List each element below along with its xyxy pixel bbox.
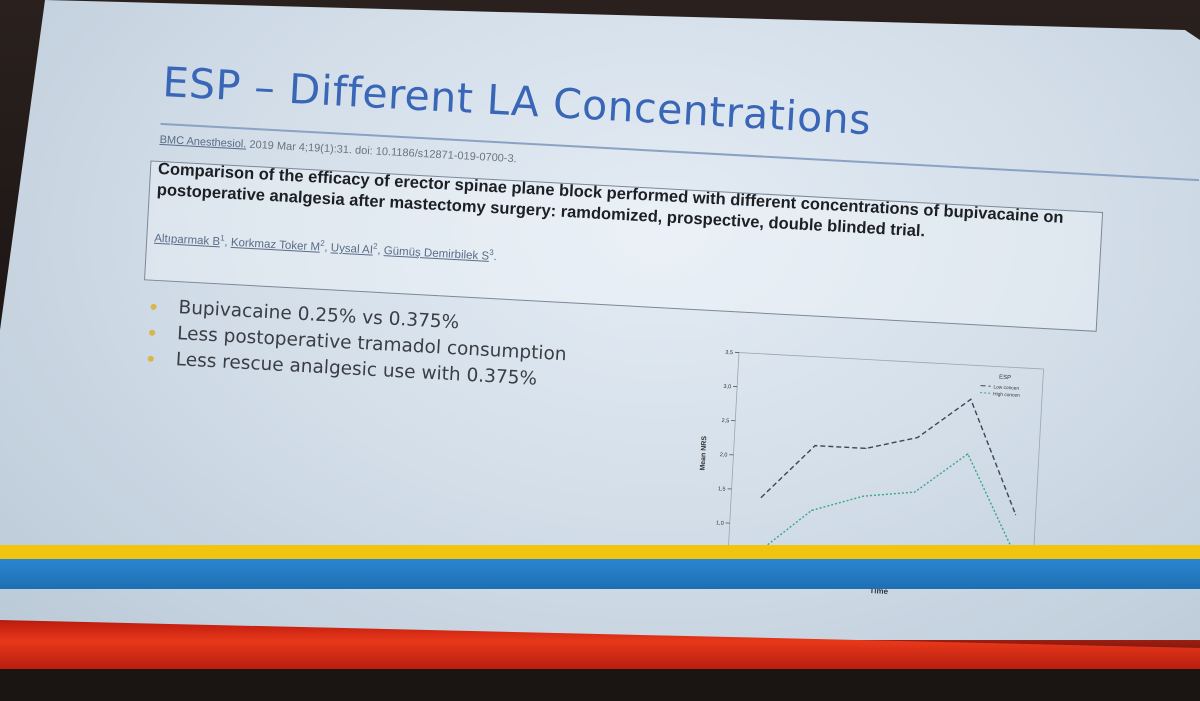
author-affiliation: 1 [220,233,225,242]
legend-swatch [981,386,991,387]
author-affiliation: 2 [320,239,325,248]
y-tick-label: 2,5 [721,418,729,424]
author-affiliation: 3 [489,248,494,257]
y-tick-label: 1,5 [718,486,726,492]
data-point [865,448,866,449]
legend-entry: Low concen [993,384,1019,391]
bullet-dot-icon [149,330,155,336]
slide-title: ESP – Different LA Concentrations [161,58,872,144]
citation-details: 2019 Mar 4;19(1):31. doi: 10.1186/s12871… [246,139,517,166]
legend-swatch [980,393,990,394]
projected-slide: ESP – Different LA Concentrations BMC An… [0,0,1200,669]
footer-blue-stripe [0,559,1200,589]
data-point [1015,514,1016,515]
series-line-low-concen [761,388,1022,514]
y-tick-label: 3,0 [723,384,731,390]
author-link[interactable]: Uysal AI [330,242,373,256]
bullet-dot-icon [150,304,156,310]
bullet-list: Bupivacaine 0.25% vs 0.375% Less postope… [147,294,568,394]
y-axis-label: Mean NRS [700,436,709,471]
legend-title: ESP [999,375,1011,382]
author-affiliation: 2 [373,242,378,251]
footer-yellow-stripe [0,545,1200,559]
y-tick-label: 3,5 [725,350,733,356]
bullet-dot-icon [148,356,154,362]
y-tick-label: 2,0 [720,452,728,458]
citation-journal[interactable]: BMC Anesthesiol. [159,134,246,151]
legend-entry: High concen [993,391,1020,398]
y-tick-label: 1,0 [716,520,724,526]
